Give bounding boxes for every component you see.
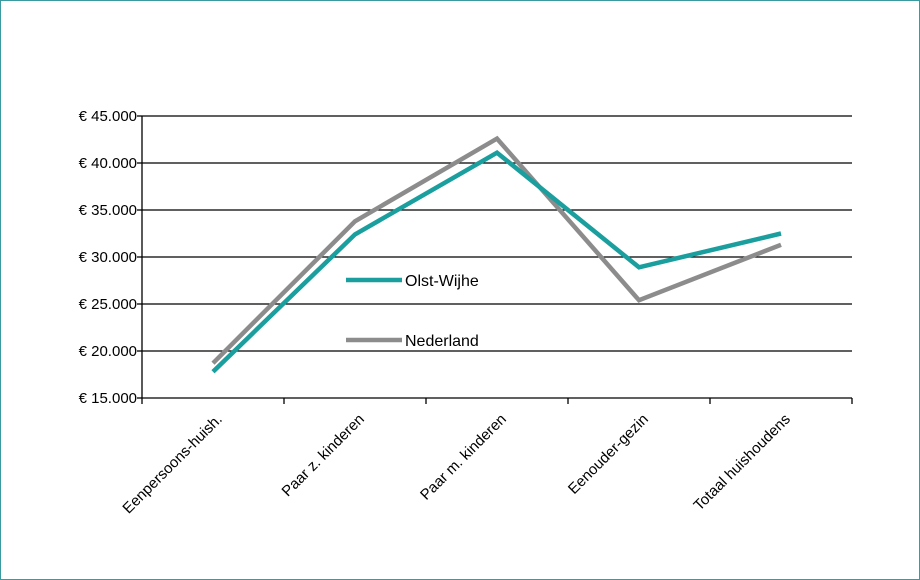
legend: Olst-Wijhe Nederland: [346, 273, 479, 350]
x-tick-label: Paar m. kinderen: [417, 411, 510, 504]
x-tick-label: Totaal huishoudens: [690, 411, 793, 514]
y-tick-label: € 15.000: [79, 390, 137, 407]
x-tick-label: Eenouder-gezin: [565, 411, 652, 498]
grid-lines: [142, 115, 852, 352]
y-tick-label: € 20.000: [79, 343, 137, 360]
x-axis-labels: Eenpersoons-huish. Paar z. kinderen Paar m…: [119, 411, 793, 517]
legend-label: Nederland: [405, 333, 479, 350]
y-tick-label: € 35.000: [79, 202, 137, 219]
x-tick-label: Paar z. kinderen: [279, 411, 368, 500]
y-tick-label: € 40.000: [79, 155, 137, 172]
y-axis-labels: € 15.000 € 20.000 € 25.000 € 30.000 € 35.000…: [79, 108, 137, 407]
legend-label: Olst-Wijhe: [405, 273, 479, 290]
y-tick-label: € 30.000: [79, 249, 137, 266]
axes: [137, 115, 853, 404]
series-line-olst-wijhe: [211, 149, 782, 374]
y-tick-label: € 25.000: [79, 296, 137, 313]
series-line-nederland: [211, 135, 782, 365]
x-tick-label: Eenpersoons-huish.: [119, 411, 225, 517]
series-lines: [211, 135, 782, 374]
y-tick-label: € 45.000: [79, 108, 137, 125]
